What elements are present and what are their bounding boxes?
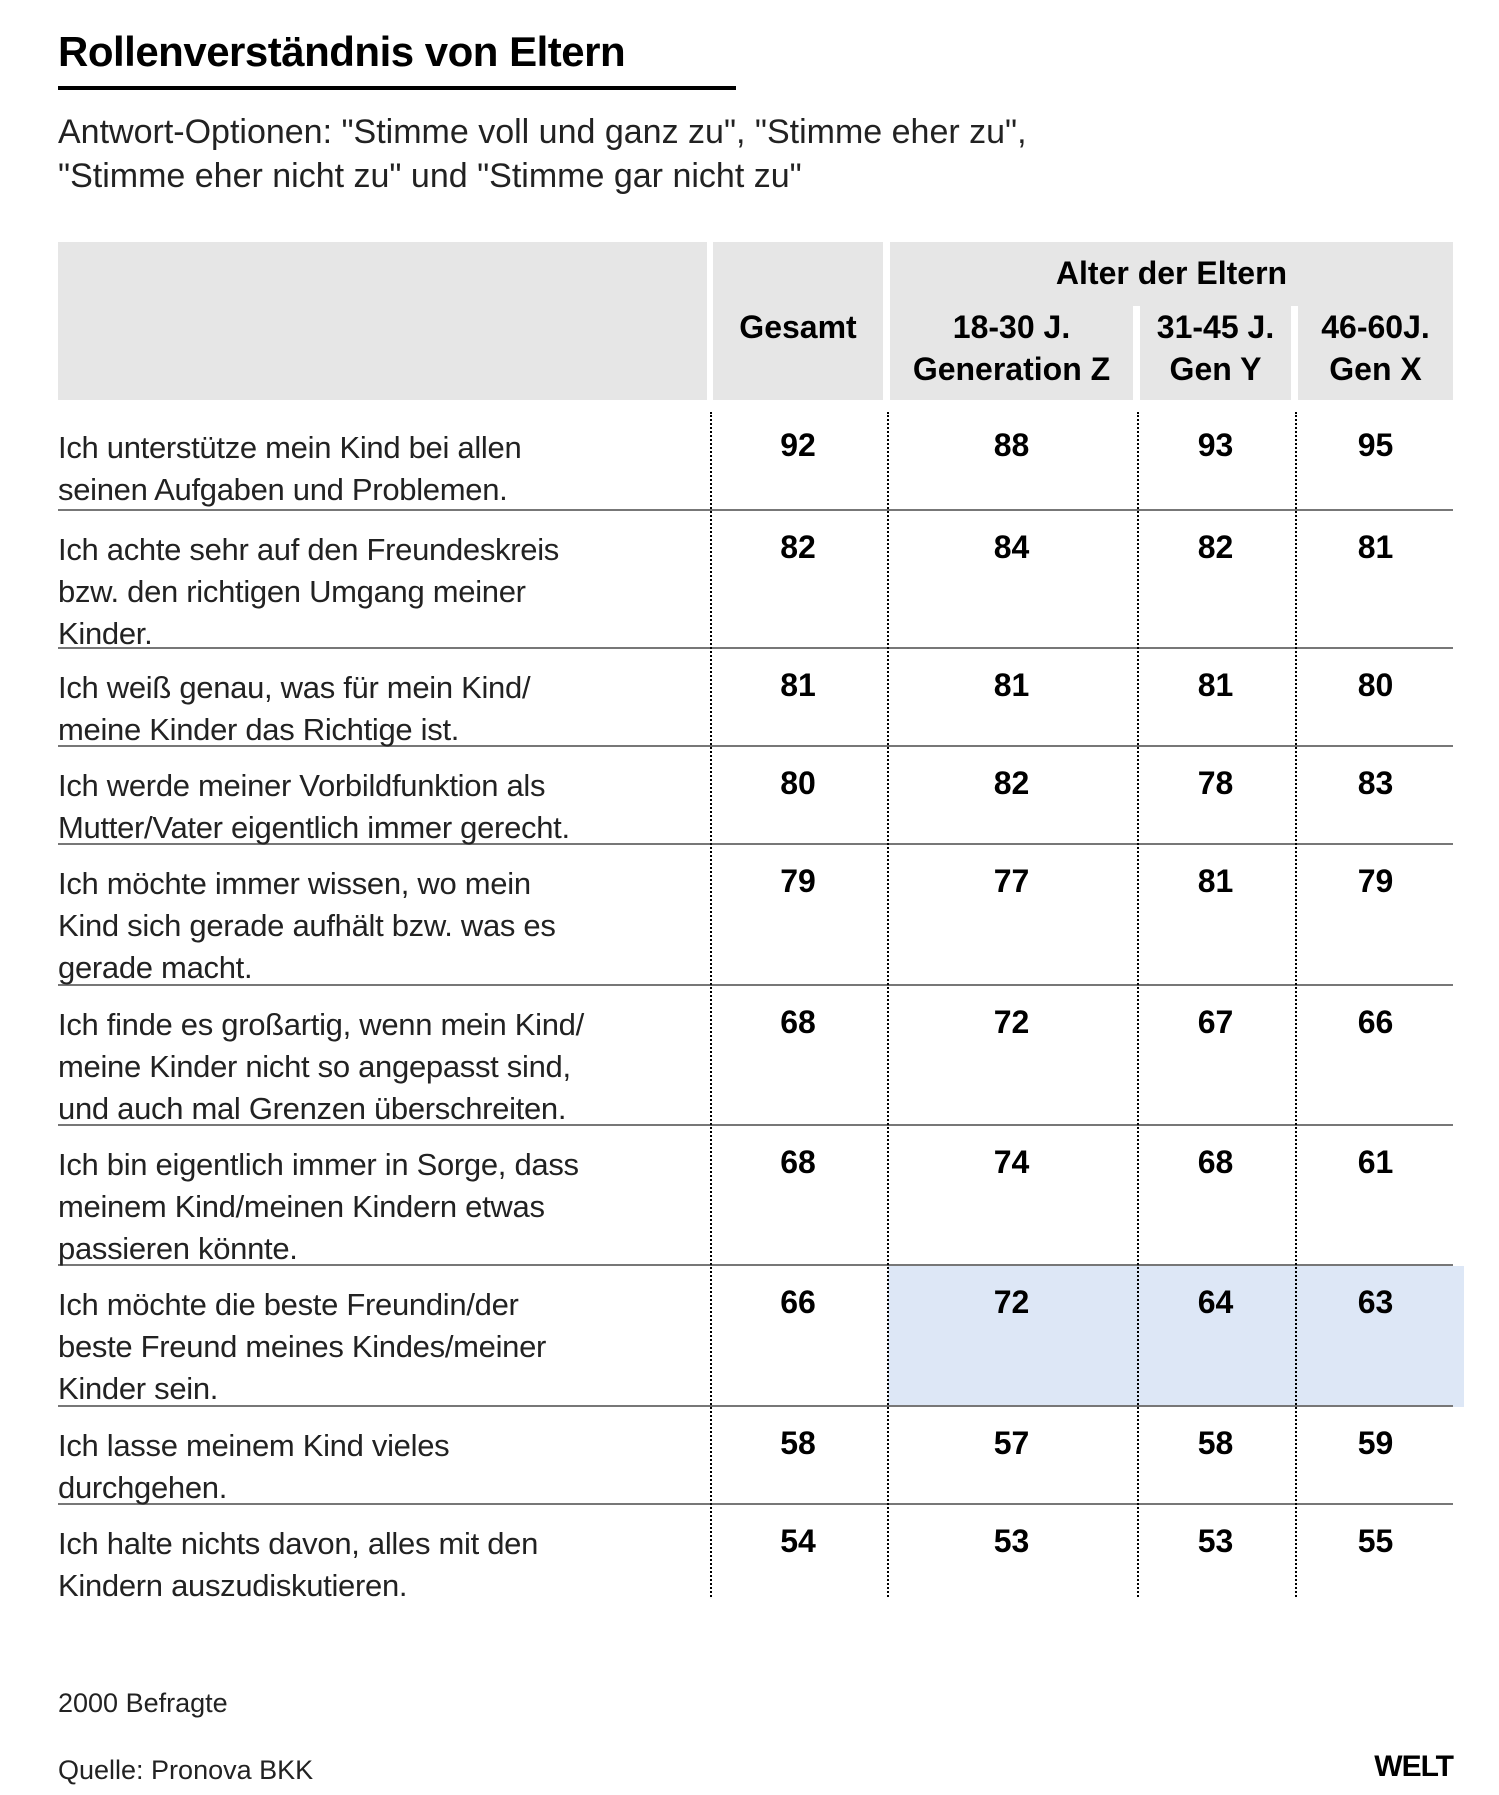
respondents-note: 2000 Befragte (58, 1688, 228, 1718)
value-genx: 59 (1357, 1425, 1394, 1461)
table-row (58, 649, 1453, 747)
row-label: Ich möchte immer wissen, wo mein (58, 866, 531, 901)
value-gesamt: 81 (780, 667, 816, 703)
table-row (58, 1266, 1453, 1407)
row-label: durchgehen. (58, 1470, 228, 1505)
value-genz: 81 (993, 667, 1030, 703)
row-label: beste Freund meines Kindes/meiner (58, 1329, 547, 1364)
row-label: Ich werde meiner Vorbildfunktion als (58, 768, 546, 803)
table-row (58, 747, 1453, 845)
header-genz-cell (890, 306, 1133, 400)
value-geny: 53 (1197, 1523, 1234, 1559)
value-geny: 93 (1197, 427, 1234, 463)
highlight-band (888, 1266, 1464, 1407)
value-genx: 66 (1357, 1004, 1394, 1040)
row-label: Ich lasse meinem Kind vieles (58, 1428, 450, 1463)
value-gesamt: 66 (780, 1284, 816, 1320)
value-geny: 58 (1197, 1425, 1234, 1461)
column-header-gesamt: Gesamt (739, 309, 857, 345)
column-header-geny: 31-45 J. (1156, 309, 1275, 345)
value-genz: 77 (993, 863, 1030, 899)
table-row (58, 845, 1453, 986)
subtitle-line-2: "Stimme eher nicht zu" und "Stimme gar n… (58, 157, 802, 195)
row-label: passieren könnte. (58, 1231, 298, 1266)
row-label: Kind sich gerade aufhält bzw. was es (58, 908, 556, 943)
table-row (58, 1126, 1453, 1266)
row-label: bzw. den richtigen Umgang meiner (58, 574, 526, 609)
row-label: Ich achte sehr auf den Freundeskreis (58, 532, 559, 567)
value-genz: 82 (993, 765, 1030, 801)
row-label: Kindern auszudiskutieren. (58, 1568, 408, 1603)
value-geny: 67 (1197, 1004, 1234, 1040)
row-label: Ich möchte die beste Freundin/der (58, 1287, 519, 1322)
value-genx: 83 (1357, 765, 1394, 801)
value-gesamt: 58 (780, 1425, 816, 1461)
column-header-genx: 46-60J. (1321, 309, 1430, 345)
table-row (58, 986, 1453, 1126)
dotted-column-divider (710, 412, 712, 1597)
value-gesamt: 79 (780, 863, 816, 899)
row-label: Kinder. (58, 616, 153, 651)
value-gesamt: 82 (780, 529, 816, 565)
value-genx: 55 (1357, 1523, 1394, 1559)
value-geny: 81 (1197, 863, 1234, 899)
value-genz: 72 (993, 1004, 1030, 1040)
value-geny: 82 (1197, 529, 1234, 565)
chart-title: Rollenverständnis von Eltern (58, 28, 736, 90)
row-label: seinen Aufgaben und Problemen. (58, 472, 508, 507)
value-gesamt: 68 (780, 1004, 816, 1040)
header-genx-cell (1298, 306, 1453, 400)
value-geny: 64 (1197, 1284, 1234, 1320)
value-genx: 79 (1357, 863, 1394, 899)
value-gesamt: 92 (780, 427, 816, 463)
row-label: und auch mal Grenzen überschreiten. (58, 1091, 567, 1126)
table-row (58, 511, 1453, 649)
subtitle-line-1: Antwort-Optionen: "Stimme voll und ganz … (58, 113, 1027, 151)
value-geny: 81 (1197, 667, 1234, 703)
value-gesamt: 54 (780, 1523, 816, 1559)
value-geny: 78 (1197, 765, 1234, 801)
dotted-column-divider (887, 412, 889, 1597)
row-label: Ich halte nichts davon, alles mit den (58, 1526, 539, 1561)
row-label: Mutter/Vater eigentlich immer gerecht. (58, 810, 570, 845)
row-label: Kinder sein. (58, 1371, 219, 1406)
value-geny: 68 (1197, 1144, 1234, 1180)
row-label: Ich bin eigentlich immer in Sorge, dass (58, 1147, 579, 1182)
dotted-column-divider (1137, 412, 1139, 1597)
header-gesamt-cell (713, 242, 883, 400)
value-gesamt: 68 (780, 1144, 816, 1180)
header-label-cell (58, 242, 707, 400)
value-genx: 63 (1357, 1284, 1394, 1320)
row-label: gerade macht. (58, 950, 253, 985)
value-genx: 61 (1357, 1144, 1394, 1180)
table-row (58, 1407, 1453, 1505)
value-genx: 95 (1357, 427, 1394, 463)
column-header-geny: Gen Y (1169, 351, 1262, 387)
value-genz: 72 (993, 1284, 1030, 1320)
column-header-genx: Gen X (1329, 351, 1422, 387)
row-label: Ich unterstütze mein Kind bei allen (58, 430, 522, 465)
value-genx: 80 (1357, 667, 1394, 703)
row-label: meine Kinder nicht so angepasst sind, (58, 1049, 571, 1084)
row-label: meine Kinder das Richtige ist. (58, 712, 460, 747)
group-header: Alter der Eltern (1055, 255, 1288, 291)
dotted-column-divider (1295, 412, 1297, 1597)
value-genz: 74 (993, 1144, 1030, 1180)
source-note: Quelle: Pronova BKK (58, 1755, 314, 1785)
row-label: Ich weiß genau, was für mein Kind/ (58, 670, 531, 705)
header-group-cell (890, 242, 1453, 306)
value-genz: 53 (993, 1523, 1030, 1559)
value-gesamt: 80 (780, 765, 816, 801)
welt-logo: WELT (1374, 1750, 1454, 1783)
header-geny-cell (1140, 306, 1291, 400)
column-header-genz: Generation Z (912, 351, 1111, 387)
value-genz: 57 (993, 1425, 1030, 1461)
value-genx: 81 (1357, 529, 1394, 565)
row-label: Ich finde es großartig, wenn mein Kind/ (58, 1007, 584, 1042)
row-label: meinem Kind/meinen Kindern etwas (58, 1189, 545, 1224)
table-row (58, 409, 1453, 511)
value-genz: 88 (993, 427, 1030, 463)
column-header-genz: 18-30 J. (952, 309, 1071, 345)
value-genz: 84 (993, 529, 1030, 565)
